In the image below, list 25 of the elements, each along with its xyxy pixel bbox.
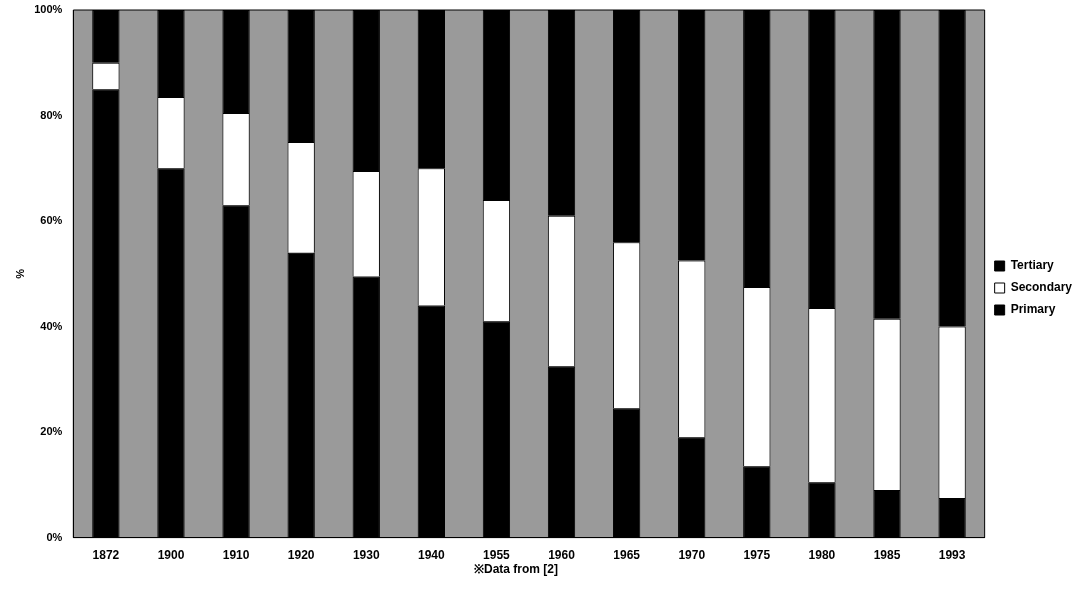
y-tick-label: 80% xyxy=(40,108,63,121)
x-tick-label: 1940 xyxy=(418,548,446,563)
x-tick-label: 1993 xyxy=(938,548,966,563)
y-tick-label: 60% xyxy=(40,214,63,227)
y-tick-label: 20% xyxy=(40,425,63,438)
x-tick-label: 1980 xyxy=(808,548,836,563)
legend-label: Secondary xyxy=(1010,280,1073,295)
x-tick-label: 1910 xyxy=(222,548,250,563)
x-tick-label: 1930 xyxy=(352,548,380,563)
y-tick-label: 0% xyxy=(46,530,63,543)
x-tick-label: 1920 xyxy=(287,548,315,563)
text: ※Data from [2] xyxy=(473,562,558,576)
x-tick-label: 1975 xyxy=(743,548,771,563)
legend-label: Primary xyxy=(1010,302,1056,317)
x-tick-label: 1900 xyxy=(157,548,185,563)
y-tick-label: 40% xyxy=(40,319,63,332)
legend-label: Tertiary xyxy=(1010,258,1055,273)
x-tick-label: 1985 xyxy=(873,548,901,563)
x-tick-label: 1955 xyxy=(483,548,511,563)
y-axis-title: % xyxy=(13,268,26,279)
y-tick-label: 100% xyxy=(34,3,63,16)
x-tick-label: 1965 xyxy=(613,548,641,563)
x-tick-label: 1872 xyxy=(92,548,120,563)
x-tick-label: 1970 xyxy=(678,548,706,563)
x-tick-label: 1960 xyxy=(548,548,576,563)
